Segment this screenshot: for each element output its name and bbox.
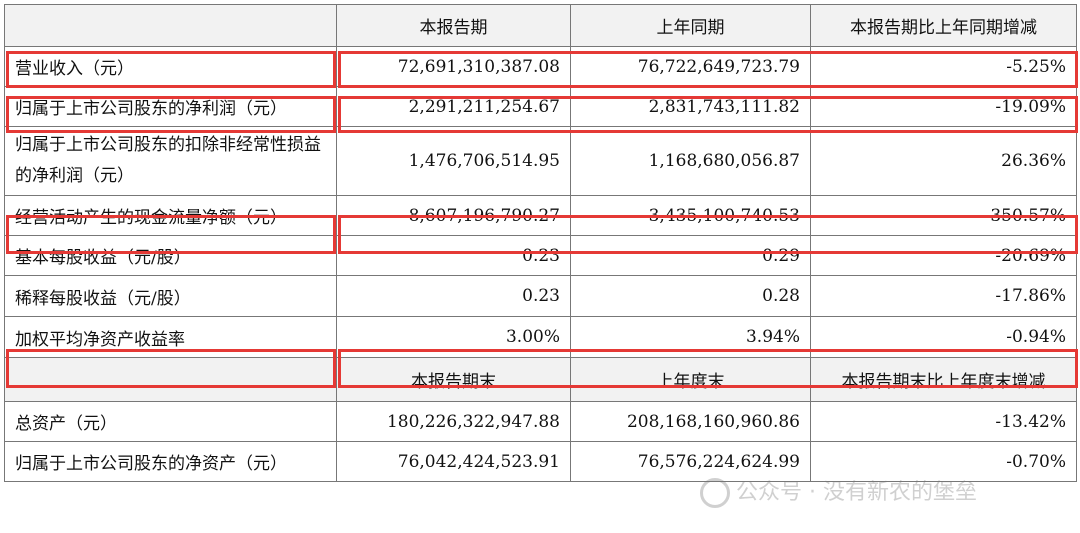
row-label: 归属于上市公司股东的净利润（元）	[4, 86, 337, 127]
current-value: -8,607,196,790.27	[336, 195, 571, 236]
row-label: 归属于上市公司股东的扣除非经常性损益的净利润（元）	[4, 126, 337, 196]
table-header-row: 本报告期 上年同期 本报告期比上年同期增减	[4, 4, 1077, 47]
prior-value: 0.28	[570, 275, 811, 317]
header-blank-cell	[4, 4, 337, 47]
current-value: 72,691,310,387.08	[336, 46, 571, 87]
table-row: 营业收入（元） 72,691,310,387.08 76,722,649,723…	[4, 46, 1077, 87]
prior-value: 76,576,224,624.99	[570, 441, 811, 482]
row-label: 经营活动产生的现金流量净额（元）	[4, 195, 337, 236]
change-value: -20.69%	[810, 235, 1077, 276]
header-change: 本报告期比上年同期增减	[810, 4, 1077, 47]
current-value: 3.00%	[336, 316, 571, 358]
row-label: 加权平均净资产收益率	[4, 316, 337, 358]
prior-value: 1,168,680,056.87	[570, 126, 811, 196]
current-value: 0.23	[336, 275, 571, 317]
financial-summary-table: 本报告期 上年同期 本报告期比上年同期增减 营业收入（元） 72,691,310…	[4, 4, 1077, 482]
current-value: 0.23	[336, 235, 571, 276]
change-value: -5.25%	[810, 46, 1077, 87]
prior-value: 0.29	[570, 235, 811, 276]
header-period-end-change: 本报告期末比上年度末增减	[810, 357, 1077, 402]
row-label: 稀释每股收益（元/股）	[4, 275, 337, 317]
row-label: 营业收入（元）	[4, 46, 337, 87]
change-value: -19.09%	[810, 86, 1077, 127]
table-row: 基本每股收益（元/股） 0.23 0.29 -20.69%	[4, 235, 1077, 276]
header-prior-period: 上年同期	[570, 4, 811, 47]
table-row: 归属于上市公司股东的净资产（元） 76,042,424,523.91 76,57…	[4, 441, 1077, 482]
change-value: -0.70%	[810, 441, 1077, 482]
wechat-icon	[700, 478, 730, 508]
header-period-end: 本报告期末	[336, 357, 571, 402]
change-value: 26.36%	[810, 126, 1077, 196]
change-value: -17.86%	[810, 275, 1077, 317]
table-row: 总资产（元） 180,226,322,947.88 208,168,160,96…	[4, 401, 1077, 442]
prior-value: 2,831,743,111.82	[570, 86, 811, 127]
current-value: 1,476,706,514.95	[336, 126, 571, 196]
current-value: 76,042,424,523.91	[336, 441, 571, 482]
table-row: 归属于上市公司股东的净利润（元） 2,291,211,254.67 2,831,…	[4, 86, 1077, 127]
row-label: 归属于上市公司股东的净资产（元）	[4, 441, 337, 482]
current-value: 180,226,322,947.88	[336, 401, 571, 442]
header-current-period: 本报告期	[336, 4, 571, 47]
prior-value: 3.94%	[570, 316, 811, 358]
change-value: -0.94%	[810, 316, 1077, 358]
row-label: 基本每股收益（元/股）	[4, 235, 337, 276]
table-row: 加权平均净资产收益率 3.00% 3.94% -0.94%	[4, 316, 1077, 358]
table-row: 归属于上市公司股东的扣除非经常性损益的净利润（元） 1,476,706,514.…	[4, 126, 1077, 196]
change-value: -13.42%	[810, 401, 1077, 442]
change-value: -350.57%	[810, 195, 1077, 236]
prior-value: 76,722,649,723.79	[570, 46, 811, 87]
prior-value: 208,168,160,960.86	[570, 401, 811, 442]
subheader-blank-cell	[4, 357, 337, 402]
row-label: 总资产（元）	[4, 401, 337, 442]
watermark-text: 公众号 · 没有新农的堡垒	[736, 480, 977, 505]
table-row: 经营活动产生的现金流量净额（元） -8,607,196,790.27 3,435…	[4, 195, 1077, 236]
current-value: 2,291,211,254.67	[336, 86, 571, 127]
header-prior-year-end: 上年度末	[570, 357, 811, 402]
table-subheader-row: 本报告期末 上年度末 本报告期末比上年度末增减	[4, 357, 1077, 402]
prior-value: 3,435,100,740.53	[570, 195, 811, 236]
table-row: 稀释每股收益（元/股） 0.23 0.28 -17.86%	[4, 275, 1077, 317]
